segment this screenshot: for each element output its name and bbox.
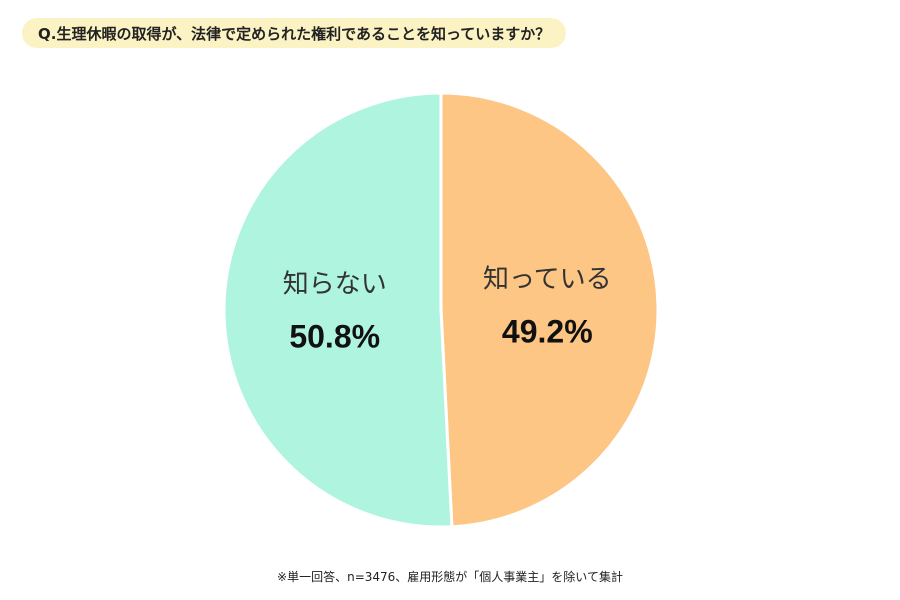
footnote: ※単一回答、n=3476、雇用形態が「個人事業主」を除いて集計 — [277, 570, 623, 584]
slice-label-1: 知っている — [483, 264, 612, 294]
slice-value-2: 50.8% — [289, 319, 380, 355]
question-title: Q.生理休暇の取得が、法律で定められた権利であることを知っていますか？ — [22, 18, 567, 48]
pie-slice-1 — [439, 91, 660, 529]
question-text: Q.生理休暇の取得が、法律で定められた権利であることを知っていますか？ — [38, 24, 551, 43]
slice-value-1: 49.2% — [502, 313, 593, 349]
slice-label-2: 知らない — [283, 270, 387, 300]
pie-slice-2 — [222, 91, 454, 529]
pie-labels: 知っている 49.2% 知らない 50.8% — [283, 264, 612, 354]
pie-slices — [222, 91, 660, 529]
